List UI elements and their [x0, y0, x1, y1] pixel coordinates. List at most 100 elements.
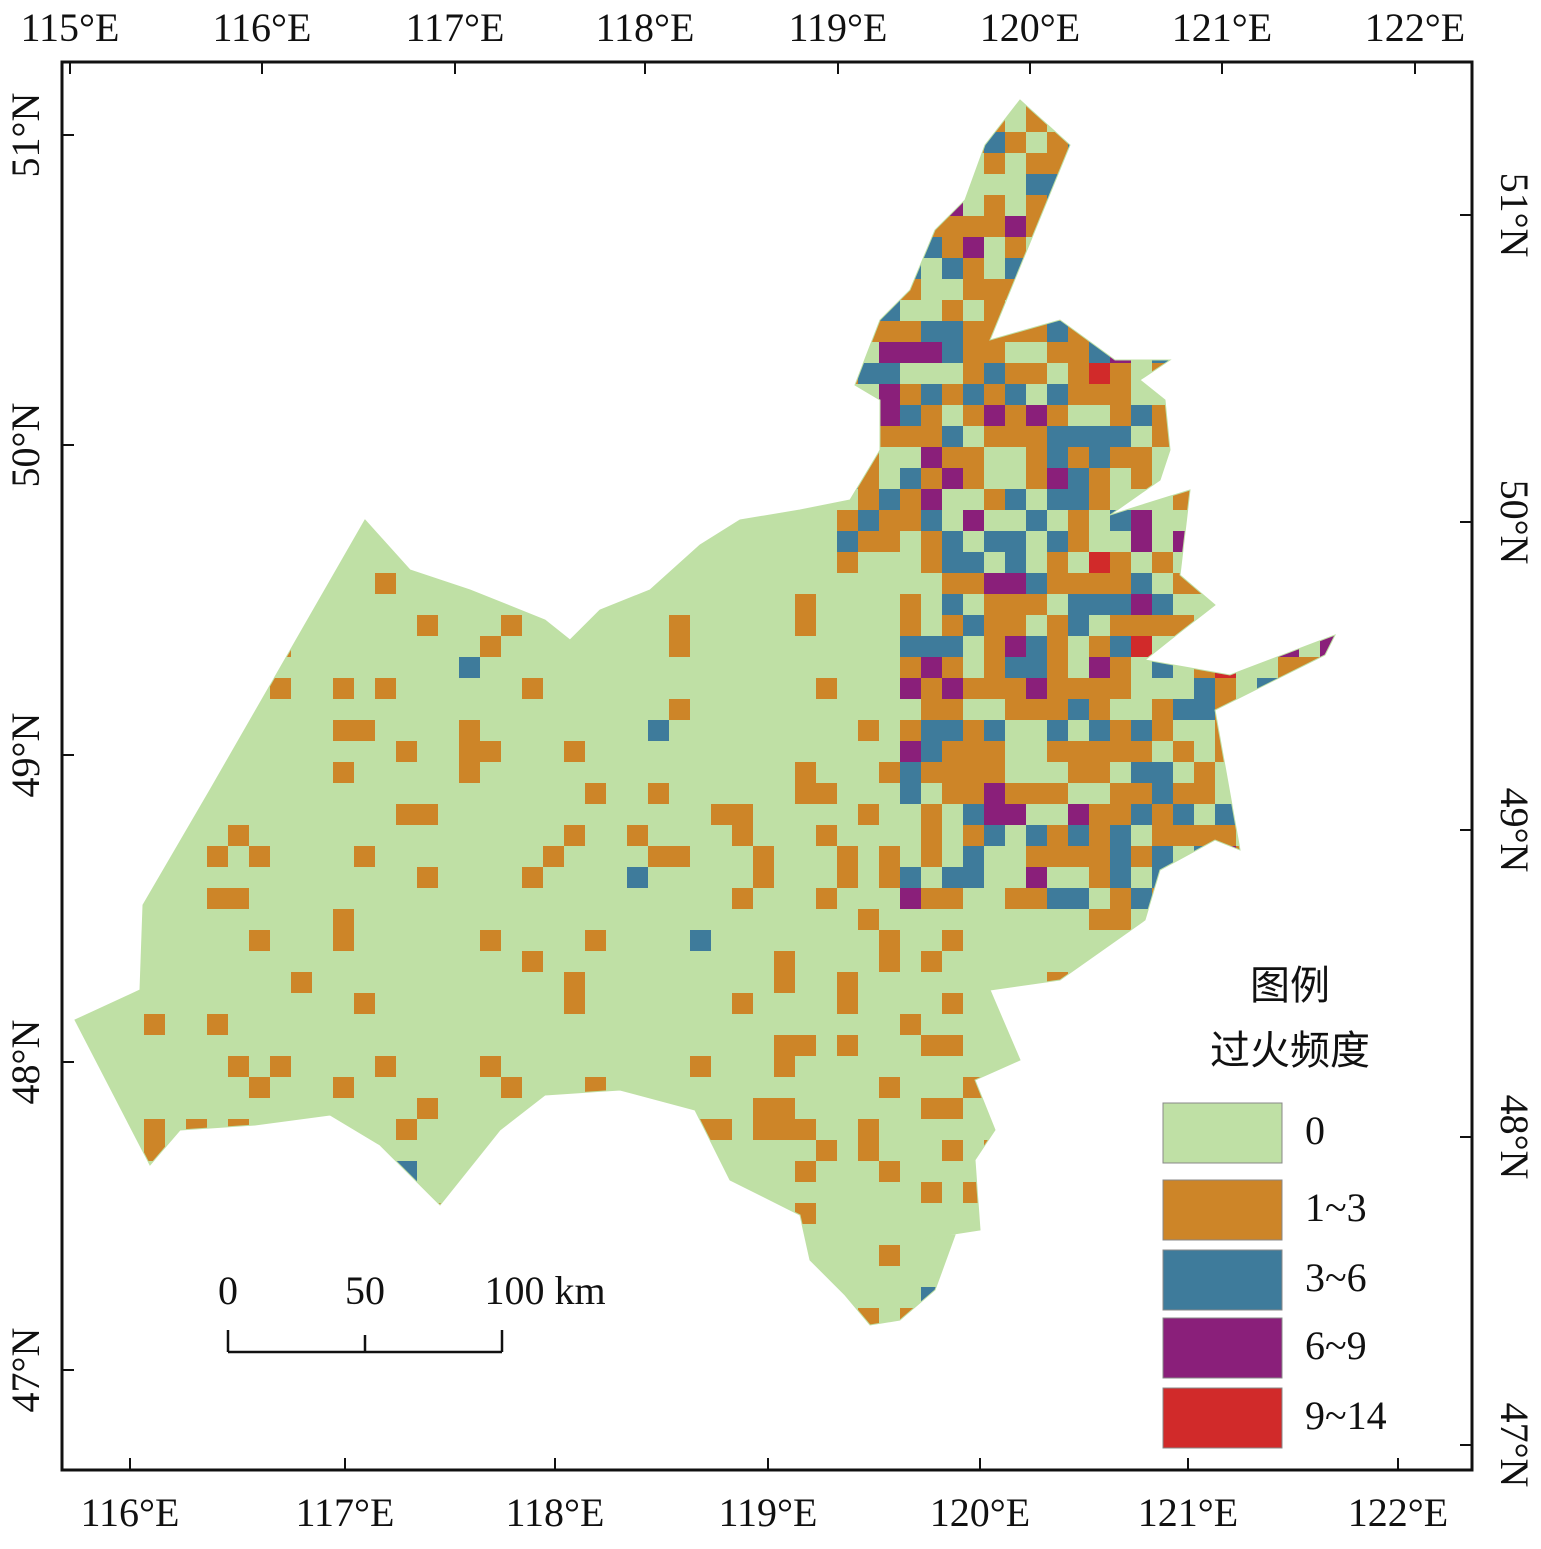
burn-cell: [438, 1329, 459, 1350]
burn-cell: [1152, 825, 1173, 846]
burn-cell: [144, 1245, 165, 1266]
burn-cell: [1278, 867, 1299, 888]
burn-cell: [690, 1119, 711, 1140]
burn-cell: [1320, 279, 1335, 300]
burn-cell: [1131, 741, 1152, 762]
burn-cell: [1026, 1224, 1047, 1245]
burn-cell: [270, 1056, 291, 1077]
burn-cell: [564, 1182, 585, 1203]
burn-cell: [480, 636, 501, 657]
burn-cell: [144, 720, 165, 741]
burn-cell: [1152, 783, 1173, 804]
burn-cell: [1047, 846, 1068, 867]
burn-cell: [354, 1203, 375, 1224]
burn-cell: [1089, 573, 1110, 594]
burn-cell: [1341, 531, 1362, 552]
burn-cell: [1257, 216, 1278, 237]
burn-cell: [1173, 1035, 1194, 1056]
burn-cell: [1341, 90, 1362, 111]
burn-cell: [1089, 1119, 1110, 1140]
burn-cell: [858, 258, 879, 279]
burn-cell: [774, 342, 795, 363]
burn-cell: [1257, 531, 1278, 552]
burn-cell: [1047, 552, 1068, 573]
burn-cell: [1278, 174, 1299, 195]
right-latitude-label: 49°N: [1492, 788, 1537, 873]
burn-cell: [1236, 615, 1257, 636]
burn-cell: [1215, 972, 1236, 993]
burn-cell: [837, 321, 858, 342]
burn-cell: [1152, 552, 1173, 573]
burn-cell: [186, 216, 207, 237]
burn-cell: [1215, 363, 1236, 384]
burn-cell: [1194, 846, 1215, 867]
burn-cell: [1341, 321, 1362, 342]
bottom-longitude-label: 122°E: [1348, 1490, 1448, 1535]
burn-cell: [1236, 888, 1257, 909]
burn-cell: [1341, 195, 1362, 216]
burn-cell: [648, 783, 669, 804]
burn-cell: [1194, 783, 1215, 804]
burn-cell: [1320, 552, 1335, 573]
burn-cell: [102, 1203, 123, 1224]
burn-cell: [1026, 195, 1047, 216]
burn-cell: [480, 342, 501, 363]
burn-cell: [921, 720, 942, 741]
legend-swatch: [1162, 1387, 1283, 1449]
burn-cell: [1110, 447, 1131, 468]
burn-cell: [1047, 100, 1068, 111]
burn-cell: [1194, 447, 1215, 468]
burn-cell: [942, 699, 963, 720]
burn-cell: [837, 867, 858, 888]
burn-cell: [1173, 363, 1194, 384]
burn-cell: [795, 1035, 816, 1056]
burn-cell: [1257, 594, 1278, 615]
burn-cell: [942, 993, 963, 1014]
burn-cell: [1194, 258, 1215, 279]
burn-cell: [1257, 321, 1278, 342]
burn-cell: [1278, 615, 1299, 636]
burn-cell: [774, 1098, 795, 1119]
burn-cell: [1215, 951, 1236, 972]
burn-cell: [1068, 741, 1089, 762]
burn-cell: [1341, 384, 1362, 405]
burn-cell: [774, 321, 795, 342]
burn-cell: [501, 615, 522, 636]
burn-cell: [144, 384, 165, 405]
burn-cell: [228, 405, 249, 426]
burn-cell: [1089, 300, 1110, 321]
burn-cell: [879, 1245, 900, 1266]
burn-cell: [1278, 888, 1299, 909]
right-latitude-label: 48°N: [1492, 1095, 1537, 1180]
burn-cell: [1194, 951, 1215, 972]
burn-cell: [963, 363, 984, 384]
burn-cell: [1152, 363, 1173, 384]
burn-cell: [333, 678, 354, 699]
burn-cell: [1047, 1014, 1068, 1035]
burn-cell: [795, 783, 816, 804]
burn-cell: [1026, 825, 1047, 846]
bottom-longitude-label: 118°E: [506, 1490, 605, 1535]
top-longitude-label: 120°E: [980, 5, 1080, 50]
burn-cell: [921, 426, 942, 447]
graticule-labels: 115°E 116°E 117°E 118°E 119°E 120°E 121°E 122°E…: [3, 5, 1537, 1535]
burn-cell: [732, 1245, 753, 1266]
burn-cell: [1320, 594, 1335, 615]
burn-cell: [1299, 426, 1320, 447]
burn-cell: [921, 342, 942, 363]
burn-cell: [459, 762, 480, 783]
burn-cell: [1341, 972, 1362, 993]
burn-cell: [102, 510, 123, 531]
burn-cell: [900, 741, 921, 762]
burn-cell: [1278, 132, 1299, 153]
burn-cell: [1299, 804, 1320, 825]
burn-cell: [795, 1161, 816, 1182]
burn-cell: [1005, 804, 1026, 825]
burn-cell: [228, 888, 249, 909]
burn-cell: [816, 783, 837, 804]
burn-cell: [1215, 741, 1236, 762]
burn-cell: [1299, 510, 1320, 531]
burn-cell: [1068, 1119, 1089, 1140]
burn-cell: [1131, 888, 1152, 909]
burn-cell: [1341, 762, 1362, 783]
